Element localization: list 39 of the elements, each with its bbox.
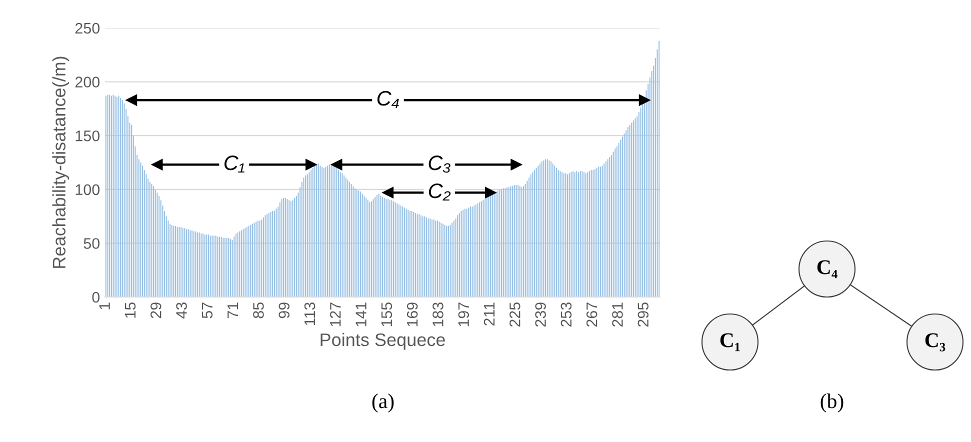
y-axis-title: Reachability-disatance(/m) bbox=[52, 56, 70, 268]
x-tick-label: 29 bbox=[150, 302, 162, 318]
text: C₃ bbox=[925, 333, 946, 352]
x-tick-label: 57 bbox=[202, 302, 213, 318]
annotation: C₂ bbox=[428, 183, 451, 200]
x-tick-label: 155 bbox=[381, 302, 392, 326]
y-tick-label: 150 bbox=[76, 130, 100, 142]
x-tick-label: 267 bbox=[586, 302, 598, 327]
x-tick-label: 85 bbox=[253, 302, 264, 318]
annotation: C₁ bbox=[224, 155, 244, 173]
x-tick-label: 169 bbox=[406, 302, 418, 326]
text: C₄ bbox=[817, 260, 838, 278]
x-tick-label: 15 bbox=[125, 302, 136, 318]
x-axis-title: Points Sequece bbox=[320, 332, 445, 350]
x-tick-label: 239 bbox=[535, 302, 546, 327]
x-tick-label: 183 bbox=[432, 302, 444, 326]
y-tick-label: 100 bbox=[76, 184, 100, 196]
y-tick-label: 50 bbox=[84, 238, 100, 249]
x-tick-label: 71 bbox=[228, 302, 238, 318]
x-tick-label: 253 bbox=[560, 302, 572, 327]
x-tick-label: 1 bbox=[99, 302, 110, 310]
x-tick-label: 197 bbox=[458, 302, 470, 326]
x-tick-label: 127 bbox=[330, 302, 341, 326]
annotation: C₃ bbox=[428, 155, 450, 173]
x-tick-label: 281 bbox=[612, 302, 623, 327]
x-tick-label: 141 bbox=[356, 302, 366, 326]
y-tick-label: 250 bbox=[75, 22, 100, 34]
x-tick-label: 43 bbox=[176, 302, 187, 318]
x-tick-label: 225 bbox=[509, 302, 520, 327]
y-tick-label: 200 bbox=[75, 76, 100, 88]
x-tick-label: 295 bbox=[638, 302, 649, 327]
x-tick-label: 113 bbox=[304, 302, 316, 326]
text: (b) bbox=[820, 394, 844, 412]
annotation: C₄ bbox=[377, 90, 399, 108]
x-tick-label: 99 bbox=[278, 302, 290, 318]
x-tick-label: 211 bbox=[484, 302, 495, 326]
y-tick-label: 0 bbox=[92, 292, 100, 303]
text: C₁ bbox=[720, 333, 740, 352]
text: (a) bbox=[372, 394, 394, 412]
